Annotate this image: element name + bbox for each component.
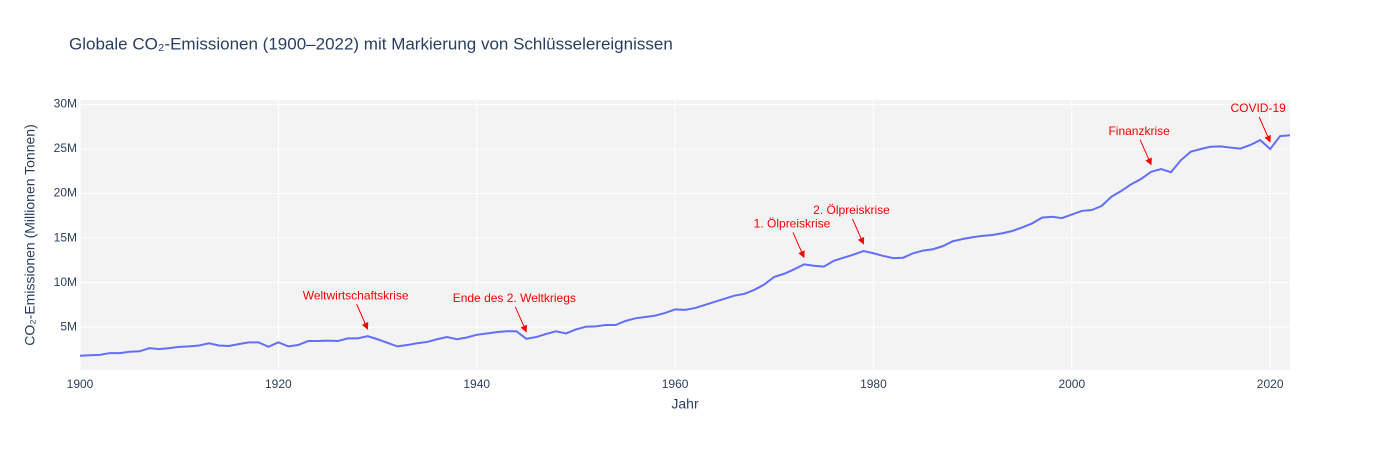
annotation: 2. Ölpreiskrise <box>813 203 890 217</box>
plot-area <box>80 100 1290 370</box>
annotation: Weltwirtschaftskrise <box>303 288 409 302</box>
annotation: 1. Ölpreiskrise <box>754 217 831 231</box>
x-tick-label: 2000 <box>1058 377 1085 391</box>
annotation-arrow <box>1258 116 1271 143</box>
y-tick-label: 20M <box>54 186 77 200</box>
annotation: Finanzkrise <box>1108 124 1170 138</box>
annotation-arrow <box>1139 139 1152 166</box>
annotation-arrow <box>792 232 805 259</box>
chart-title: Globale CO₂-Emissionen (1900–2022) mit M… <box>69 34 673 53</box>
x-tick-label: 1920 <box>265 377 292 391</box>
annotation-arrow <box>852 218 865 245</box>
annotation: COVID-19 <box>1230 101 1286 115</box>
y-axis-title: CO₂-Emissionen (Millionen Tonnen) <box>22 124 38 346</box>
x-tick-label: 1980 <box>860 377 887 391</box>
annotation-arrow <box>514 306 527 333</box>
x-tick-label: 1960 <box>662 377 689 391</box>
x-tick-label: 1900 <box>67 377 94 391</box>
y-tick-label: 10M <box>54 275 77 289</box>
y-tick-label: 25M <box>54 141 77 155</box>
y-tick-label: 15M <box>54 230 77 244</box>
annotation-arrow <box>356 303 369 330</box>
annotation: Ende des 2. Weltkriegs <box>453 291 576 305</box>
x-axis-title: Jahr <box>671 396 699 412</box>
x-tick-label: 2020 <box>1257 377 1284 391</box>
y-tick-label: 5M <box>60 319 77 333</box>
line <box>79 134 1291 357</box>
y-tick-label: 30M <box>54 97 77 111</box>
x-tick-label: 1940 <box>463 377 490 391</box>
